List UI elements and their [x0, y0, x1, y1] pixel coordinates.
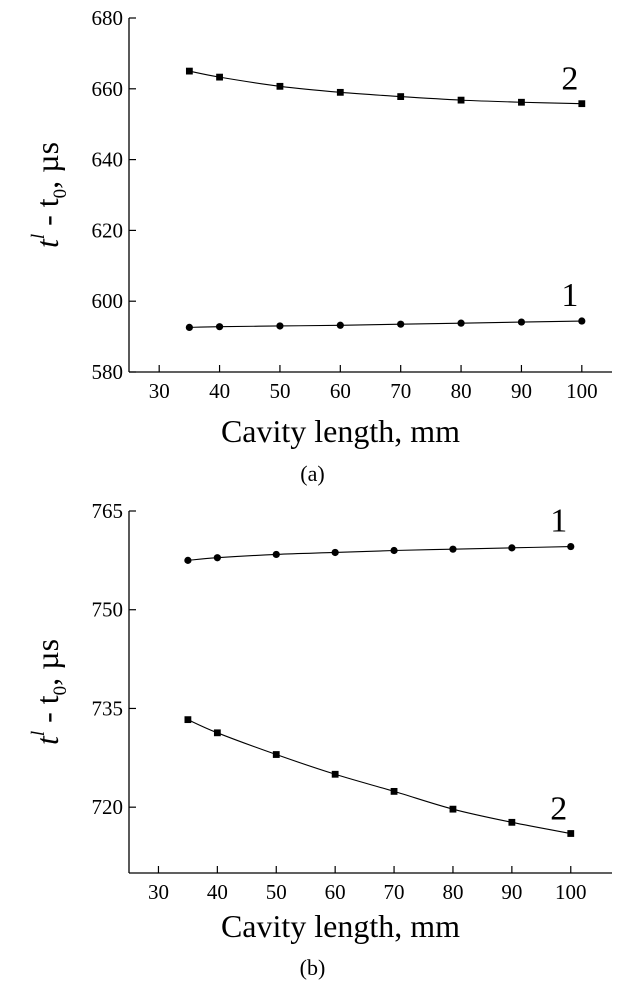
series-2-point: [457, 96, 465, 104]
y-tick-label: 765: [92, 499, 124, 523]
series-1-point: [567, 542, 575, 551]
y-tick-label: 720: [92, 795, 124, 819]
y-axis-title-part-mid: - t: [29, 198, 65, 234]
x-tick-label: 70: [384, 880, 405, 904]
x-tick-label: 70: [390, 379, 411, 403]
series-1-point: [272, 550, 280, 559]
series-1-point: [517, 318, 526, 326]
series-2-label: 2: [561, 61, 578, 98]
y-axis-title-part-sub: 0: [50, 686, 71, 696]
series-1-point: [185, 323, 193, 331]
x-tick-label: 60: [325, 880, 346, 904]
y-axis-title-part-unit: , µs: [29, 639, 65, 686]
series-2-point: [390, 787, 398, 795]
series-2-point: [216, 73, 223, 81]
series-2-point: [184, 716, 192, 724]
y-tick-label: 660: [92, 77, 124, 101]
y-axis-title-part-sup: l: [28, 731, 49, 736]
series-1-point: [397, 320, 405, 328]
x-tick-label: 90: [511, 379, 532, 403]
series-2-point: [272, 751, 280, 758]
x-tick-label: 80: [442, 880, 463, 904]
chart-panel-a: 580 600 620 640 660 680 30 40 50 60 70 80 90 100 Cavit…: [28, 6, 612, 486]
x-tick-label: 50: [269, 379, 290, 403]
series-2-point: [518, 98, 525, 106]
series-2-label: 2: [550, 791, 567, 828]
y-tick-label: 620: [92, 218, 124, 242]
x-tick-label: 30: [149, 379, 170, 403]
y-tick-label: 600: [92, 289, 124, 313]
series-1-point: [276, 322, 284, 330]
x-tick-label: 50: [266, 880, 287, 904]
series-2-point: [508, 818, 516, 826]
y-axis-title-part-t1: t: [29, 238, 65, 248]
series-1-line: [187, 545, 571, 561]
series-2-point: [567, 830, 575, 837]
series-2-point: [578, 100, 586, 108]
series-1-label: 1: [550, 503, 567, 540]
series-2-point: [449, 805, 457, 813]
series-2-point: [336, 88, 344, 96]
series-2-line: [187, 719, 571, 835]
x-tick-label: 100: [566, 379, 598, 403]
y-tick-label: 640: [92, 148, 124, 172]
series-1-point: [578, 317, 586, 325]
series-1-point: [336, 321, 344, 329]
panel-caption: (b): [300, 955, 326, 980]
series-2-point: [397, 93, 405, 100]
x-axis-title: Cavity length, mm: [221, 413, 460, 449]
panel-caption: (a): [300, 461, 324, 486]
y-tick-label: 680: [92, 6, 124, 30]
series-1-point: [508, 544, 516, 552]
series-1-point: [184, 556, 192, 564]
x-tick-label: 30: [148, 880, 169, 904]
series-2-point: [276, 82, 284, 90]
series-1-point: [213, 554, 221, 562]
series-1-point: [390, 546, 398, 555]
series-1-point: [331, 548, 339, 557]
y-axis-title-part-sub: 0: [50, 189, 71, 199]
series-2-point: [185, 67, 193, 75]
series-2-line: [189, 70, 582, 105]
y-axis-title-part-unit: , µs: [29, 142, 65, 189]
y-axis-title-part-sup: l: [28, 234, 49, 239]
y-tick-label: 580: [92, 360, 124, 384]
series-1-point: [449, 545, 457, 553]
series-2-point: [213, 729, 221, 737]
series-2-point: [331, 770, 339, 778]
series-1-point: [215, 323, 224, 331]
x-tick-label: 60: [330, 379, 351, 403]
chart-panel-b: 720 735 750 765 30 40 50 60 70 80 90 100 Cavity leng…: [28, 499, 612, 980]
x-axis-title: Cavity length, mm: [221, 908, 460, 944]
y-axis-title-part-mid: - t: [29, 695, 65, 731]
y-tick-label: 750: [92, 598, 124, 622]
x-tick-label: 40: [209, 379, 230, 403]
y-axis-title: tl - t0, µs: [28, 142, 71, 248]
x-tick-label: 90: [501, 880, 522, 904]
x-tick-label: 40: [207, 880, 228, 904]
x-tick-label: 80: [451, 379, 472, 403]
y-axis-title: tl - t0, µs: [28, 639, 71, 745]
y-axis-title-part-t1: t: [29, 735, 65, 745]
series-1-point: [457, 319, 465, 327]
series-1-line: [189, 320, 582, 328]
x-tick-label: 100: [555, 880, 587, 904]
y-tick-label: 735: [92, 696, 124, 720]
series-1-label: 1: [561, 277, 578, 314]
